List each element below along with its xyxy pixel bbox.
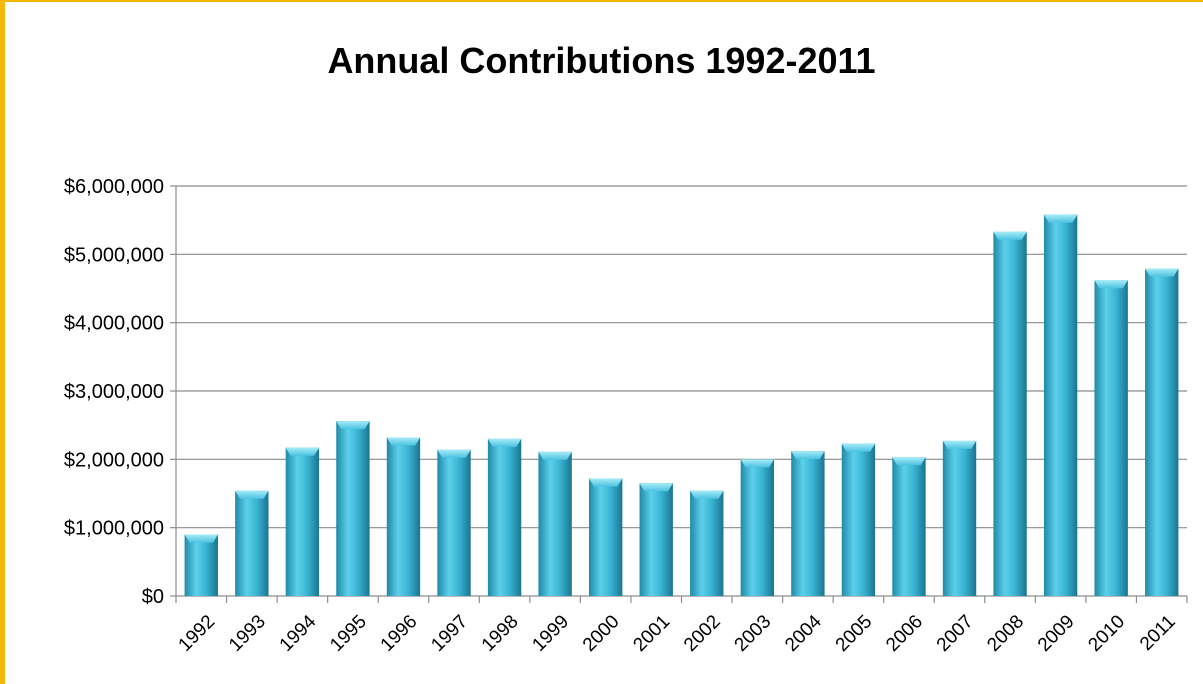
x-tick-label: 1997 (427, 611, 472, 656)
bar (1145, 268, 1179, 596)
bar-cap (437, 449, 471, 458)
bar (386, 437, 421, 596)
x-tick-label: 2008 (983, 611, 1028, 656)
bar-cap (235, 490, 269, 499)
bar-cap (740, 459, 775, 468)
x-tick-label: 1994 (276, 611, 321, 656)
y-tick-label: $3,000,000 (64, 381, 164, 403)
bar (437, 449, 471, 596)
x-tick-label: 2005 (832, 611, 877, 656)
bar-cap (892, 457, 926, 466)
x-tick-label: 2004 (781, 611, 826, 656)
bar-cap (386, 437, 421, 446)
x-tick-label: 2002 (680, 611, 725, 656)
bar (942, 440, 977, 596)
bar (235, 490, 269, 596)
x-tick-label: 1993 (225, 611, 270, 656)
x-tick-label: 2010 (1084, 611, 1129, 656)
x-tick-label: 2011 (1136, 611, 1180, 655)
bar-cap (690, 490, 724, 499)
bar-cap (588, 478, 623, 487)
bar-cap (1145, 268, 1179, 277)
bar (993, 231, 1027, 597)
bar (841, 443, 876, 596)
bar-cap (285, 447, 320, 456)
x-tick-label: 2003 (731, 611, 776, 656)
x-tick-label: 2001 (629, 611, 674, 656)
x-tick-label: 2007 (933, 611, 978, 656)
bar (1094, 280, 1128, 596)
bar (184, 534, 218, 596)
x-tick-label: 2009 (1034, 611, 1079, 656)
bar-cap (1043, 214, 1078, 223)
y-tick-label: $6,000,000 (64, 176, 164, 198)
chart-title: Annual Contributions 1992-2011 (327, 40, 876, 81)
bar (487, 438, 522, 596)
x-tick-label: 1998 (478, 611, 523, 656)
bar-cap (942, 440, 977, 449)
bar (588, 478, 623, 596)
bar-cap (538, 451, 572, 460)
bar (639, 483, 673, 596)
bar-cap (841, 443, 876, 452)
bar-cap (487, 438, 522, 447)
y-tick-label: $2,000,000 (64, 449, 164, 471)
x-tick-label: 1999 (528, 611, 573, 656)
x-tick-label: 2000 (579, 611, 624, 656)
bar-cap (184, 534, 218, 543)
y-tick-label: $4,000,000 (64, 313, 164, 335)
bar (740, 459, 775, 596)
x-tick-label: 1996 (377, 611, 422, 656)
bar-cap (993, 231, 1027, 240)
y-tick-label: $1,000,000 (64, 518, 164, 540)
bar-cap (791, 451, 825, 460)
bar (1043, 214, 1078, 596)
bar-cap (1094, 280, 1128, 289)
bar (285, 447, 320, 596)
y-tick-label: $0 (142, 586, 164, 608)
bar (892, 457, 926, 596)
bar (791, 451, 825, 596)
x-tick-label: 1992 (175, 611, 220, 656)
bar (336, 421, 370, 596)
x-tick-label: 1995 (326, 611, 371, 656)
x-tick-label: 2006 (882, 611, 927, 656)
bar-cap (639, 483, 673, 492)
y-tick-label: $5,000,000 (64, 244, 164, 266)
bar (538, 451, 572, 596)
bar-cap (336, 421, 370, 430)
bar (690, 490, 724, 596)
